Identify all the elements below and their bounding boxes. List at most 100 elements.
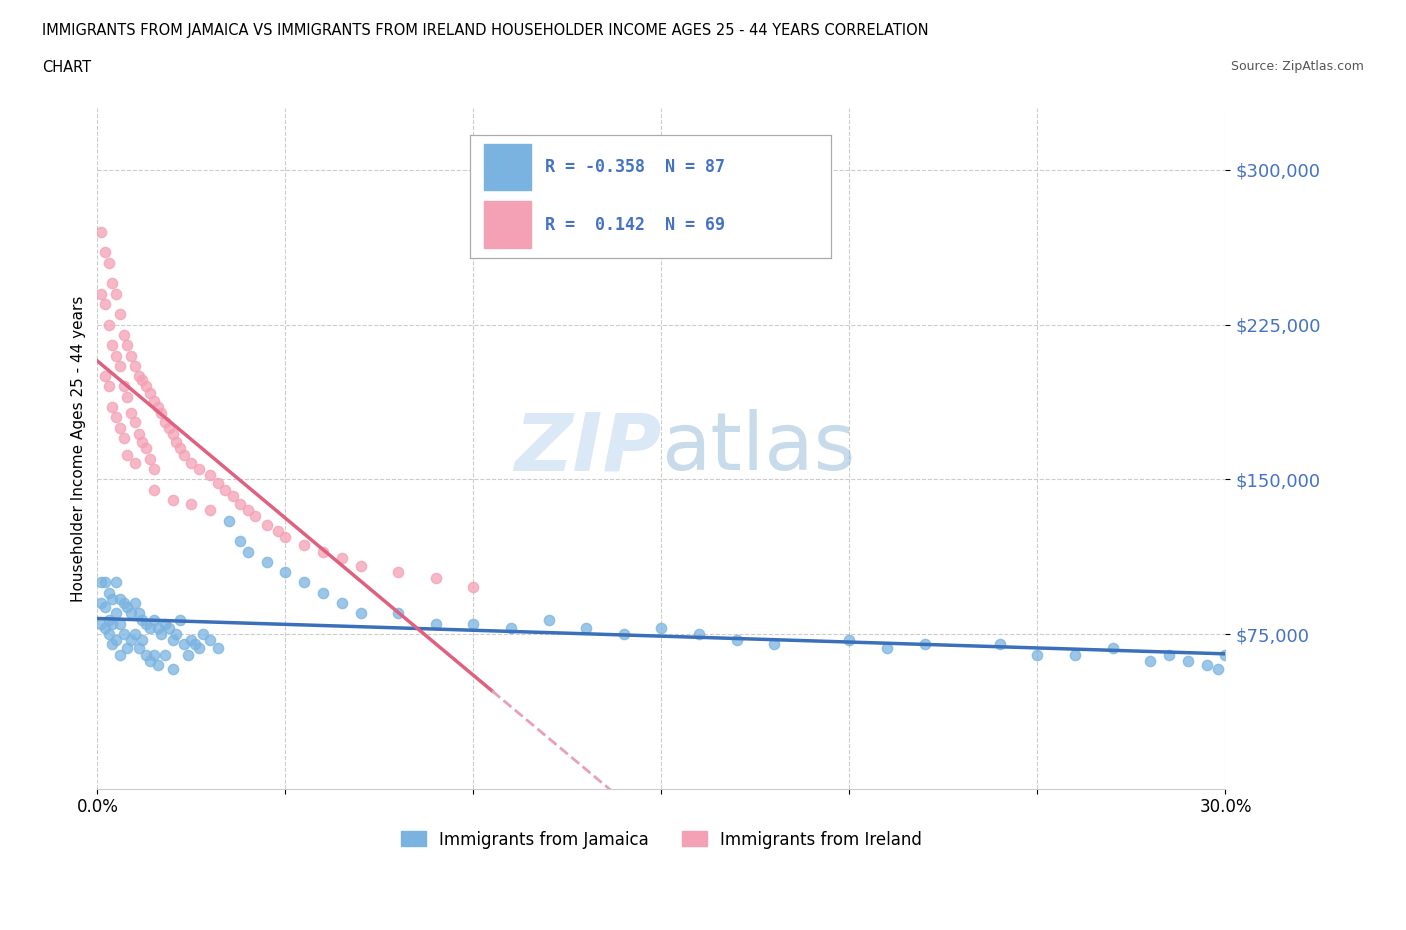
Point [135,441,157,456]
Point [139,654,162,669]
Point [101,637,124,652]
Point [245,509,267,524]
Point [214,482,236,497]
Point [256,517,278,532]
Point [173,637,195,652]
Point [142,612,165,627]
Point [153,647,176,662]
Point [725,632,748,647]
Point [112,327,135,342]
Point [207,476,229,491]
Point [97,627,120,642]
Point [105,286,128,301]
Point [142,393,165,408]
Point [94,297,117,312]
Point [135,617,157,631]
Point [94,575,117,590]
Point [108,420,131,435]
Point [575,620,598,635]
Point [139,620,162,635]
Point [146,658,169,672]
Point [312,544,335,559]
Point [101,591,124,606]
Point [117,600,139,615]
Point [499,620,522,635]
Text: atlas: atlas [661,409,856,487]
Point [153,617,176,631]
Point [1206,661,1229,676]
Point [236,544,259,559]
Point [169,441,191,456]
Point [1026,647,1049,662]
Point [256,554,278,569]
Point [1195,658,1218,672]
Point [101,400,124,415]
Point [120,632,142,647]
Point [135,647,157,662]
Point [463,617,485,631]
Point [90,617,112,631]
Point [1064,647,1087,662]
Point [1177,654,1199,669]
Point [463,579,485,594]
Point [97,585,120,600]
Point [90,575,112,590]
Point [187,641,209,656]
Point [124,414,146,429]
Point [312,585,335,600]
Point [135,379,157,394]
Point [387,606,409,621]
Point [105,606,128,621]
Point [90,286,112,301]
Point [97,255,120,270]
Point [117,447,139,462]
Point [153,414,176,429]
Point [988,637,1011,652]
Point [198,632,221,647]
Point [387,565,409,579]
Point [97,612,120,627]
Point [124,627,146,642]
Point [184,637,207,652]
Point [97,317,120,332]
Point [90,224,112,239]
Point [349,606,371,621]
Point [131,612,153,627]
Point [165,434,187,449]
Point [142,461,165,476]
Text: CHART: CHART [42,60,91,75]
Point [914,637,936,652]
Point [112,627,135,642]
Point [108,358,131,373]
Point [173,447,195,462]
Point [142,482,165,497]
Point [139,385,162,400]
Point [176,647,198,662]
Text: ZIP: ZIP [515,409,661,487]
Point [94,368,117,383]
Point [120,606,142,621]
Point [1101,641,1123,656]
Point [165,627,187,642]
Point [1215,647,1237,662]
Point [117,641,139,656]
Point [425,617,447,631]
Point [229,534,252,549]
Point [162,632,184,647]
Point [1139,654,1161,669]
Point [128,368,150,383]
Legend: Immigrants from Jamaica, Immigrants from Ireland: Immigrants from Jamaica, Immigrants from… [394,824,929,856]
Point [150,627,173,642]
Point [97,379,120,394]
Point [180,497,202,512]
Point [94,600,117,615]
Point [763,637,786,652]
Point [131,632,153,647]
Point [162,427,184,442]
Point [180,456,202,471]
Point [105,348,128,363]
Point [222,488,245,503]
Point [120,405,142,420]
Point [876,641,898,656]
Point [105,632,128,647]
